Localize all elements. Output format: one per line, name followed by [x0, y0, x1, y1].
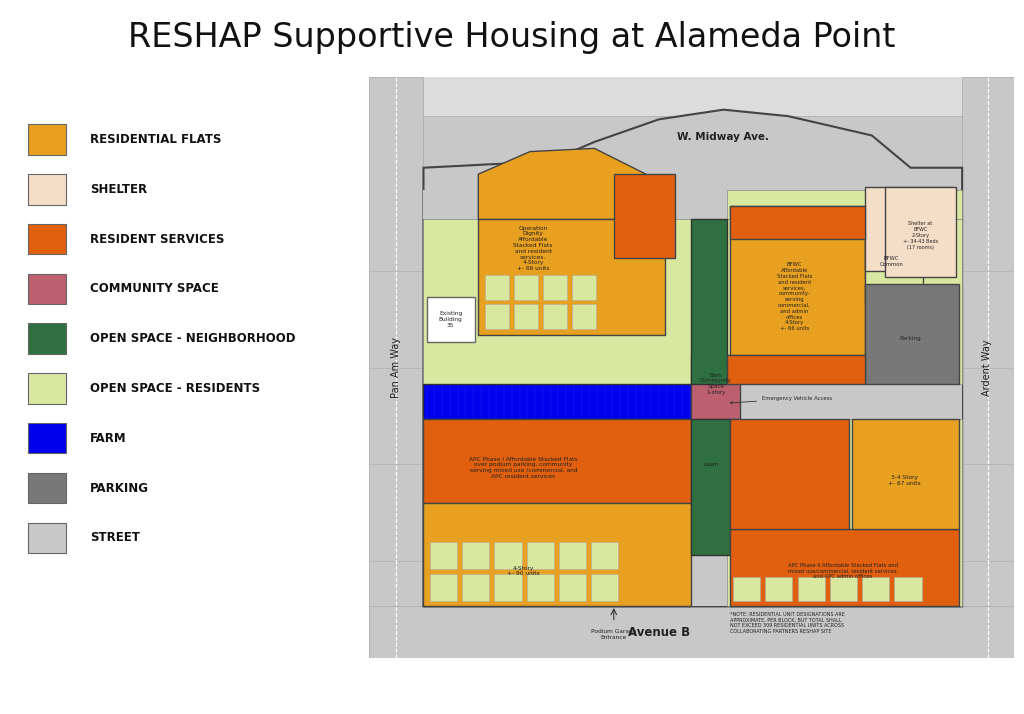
Bar	[733, 577, 760, 601]
Text: *NOTE: RESIDENTIAL UNIT DESIGNATIONS ARE
APPROXIMATE, PER BLOCK, BUT TOTAL SHALL: *NOTE: RESIDENTIAL UNIT DESIGNATIONS ARE…	[730, 612, 845, 634]
Bar	[28, 473, 66, 503]
Bar	[526, 574, 554, 601]
Bar	[727, 219, 963, 384]
Bar	[691, 355, 739, 419]
Bar	[462, 574, 489, 601]
Bar	[894, 577, 922, 601]
Text: Pan Am Way: Pan Am Way	[391, 337, 400, 398]
Bar	[424, 419, 691, 503]
Bar	[484, 276, 509, 300]
Bar	[526, 542, 554, 569]
Text: BFWC
Common: BFWC Common	[880, 256, 903, 266]
Bar	[424, 116, 963, 168]
Text: RESIDENTIAL FLATS: RESIDENTIAL FLATS	[90, 133, 221, 146]
Bar	[865, 213, 924, 303]
Text: Avenue B: Avenue B	[628, 625, 690, 639]
Text: OPEN SPACE - NEIGHBORHOOD: OPEN SPACE - NEIGHBORHOOD	[90, 332, 296, 346]
Bar	[885, 187, 955, 278]
Bar	[28, 273, 66, 304]
Text: OPEN SPACE - RESIDENTS: OPEN SPACE - RESIDENTS	[90, 382, 260, 395]
Bar	[730, 529, 958, 606]
Bar	[613, 174, 675, 258]
Bar	[865, 187, 952, 271]
Bar	[462, 542, 489, 569]
Bar	[514, 304, 539, 329]
Text: FARM: FARM	[90, 432, 127, 445]
Bar	[963, 77, 1014, 658]
Text: Existing
Building
35: Existing Building 35	[438, 311, 463, 328]
Bar	[559, 542, 586, 569]
Bar	[730, 206, 865, 238]
Bar	[424, 219, 691, 384]
Text: RESIDENT SERVICES: RESIDENT SERVICES	[90, 233, 224, 246]
Text: Barn
Community
Space
1-story: Barn Community Space 1-story	[699, 373, 732, 395]
Polygon shape	[478, 149, 666, 219]
Bar	[727, 191, 963, 219]
Bar	[369, 606, 1014, 658]
Text: W. Midway Ave.: W. Midway Ave.	[678, 132, 769, 142]
Bar	[424, 384, 963, 419]
Bar	[571, 276, 596, 300]
Text: Ardent Way: Ardent Way	[982, 339, 991, 396]
Bar	[591, 574, 618, 601]
Bar	[691, 219, 727, 384]
Bar	[28, 224, 66, 254]
Bar	[862, 577, 889, 601]
Text: RESHAP Supportive Housing at Alameda Point: RESHAP Supportive Housing at Alameda Poi…	[128, 21, 896, 54]
Text: APC Phase I Affordable Stacked Flats
over podium parking, community
serving mixe: APC Phase I Affordable Stacked Flats ove…	[469, 456, 578, 479]
Text: BFWC
Affordable
Stacked Flats
and resident
services,
community-
serving
commerci: BFWC Affordable Stacked Flats and reside…	[776, 262, 812, 331]
Text: Parking: Parking	[900, 336, 922, 341]
Bar	[571, 304, 596, 329]
Bar	[28, 423, 66, 453]
Text: 3-4 Story
+- 67 units: 3-4 Story +- 67 units	[888, 476, 921, 486]
Bar	[495, 574, 521, 601]
Bar	[427, 297, 475, 342]
Text: APC Phase II Affordable Stacked Flats and
mixed use/commercial, resident service: APC Phase II Affordable Stacked Flats an…	[787, 563, 898, 579]
Bar	[691, 168, 727, 606]
Text: COMMUNITY SPACE: COMMUNITY SPACE	[90, 283, 219, 296]
Bar	[691, 419, 730, 555]
Bar	[424, 191, 963, 219]
Bar	[28, 323, 66, 354]
Bar	[430, 542, 457, 569]
Bar	[798, 577, 824, 601]
Bar	[28, 373, 66, 403]
Bar	[430, 574, 457, 601]
Text: 4-Story
+- 90 units: 4-Story +- 90 units	[507, 565, 540, 576]
Text: PARKING: PARKING	[90, 481, 150, 495]
Bar	[484, 304, 509, 329]
Bar	[852, 419, 958, 529]
Text: Emergency Vehicle Access: Emergency Vehicle Access	[730, 396, 833, 404]
Text: Podium Garage
Entrance: Podium Garage Entrance	[591, 629, 637, 640]
Text: Shelter at
BFWC
2-Story
+- 34-43 Beds
(17 rooms): Shelter at BFWC 2-Story +- 34-43 Beds (1…	[902, 221, 938, 250]
Bar	[865, 284, 958, 384]
Bar	[765, 577, 793, 601]
Bar	[495, 542, 521, 569]
Text: STREET: STREET	[90, 531, 140, 544]
Bar	[28, 124, 66, 155]
Bar	[559, 574, 586, 601]
Bar	[543, 276, 567, 300]
Bar	[591, 542, 618, 569]
Bar	[28, 174, 66, 205]
Bar	[543, 304, 567, 329]
Bar	[424, 384, 691, 419]
Text: SHELTER: SHELTER	[90, 183, 147, 196]
Bar	[727, 355, 865, 384]
Bar	[424, 419, 691, 606]
Bar	[28, 523, 66, 553]
Bar	[514, 276, 539, 300]
Polygon shape	[424, 110, 963, 606]
Bar	[730, 206, 865, 355]
Text: Operation
Dignity
Affordable
Stacked Flats
and resident
services.
4-Story
+- 66 : Operation Dignity Affordable Stacked Fla…	[513, 226, 553, 271]
Bar	[829, 577, 857, 601]
Bar	[424, 503, 691, 606]
Bar	[727, 419, 963, 606]
Bar	[730, 419, 849, 529]
Bar	[478, 219, 666, 336]
Bar	[369, 77, 424, 658]
Text: Lawn: Lawn	[702, 462, 718, 467]
